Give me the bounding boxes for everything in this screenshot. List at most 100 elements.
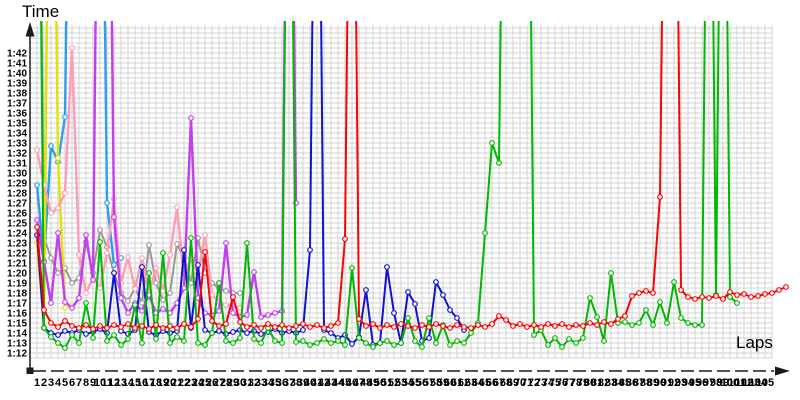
svg-text:85: 85 <box>619 377 631 389</box>
svg-text:73: 73 <box>535 377 547 389</box>
svg-text:99: 99 <box>717 377 729 389</box>
svg-text:48: 48 <box>360 377 372 389</box>
svg-text:74: 74 <box>542 377 555 389</box>
svg-text:1:27: 1:27 <box>7 199 27 210</box>
svg-text:53: 53 <box>395 377 407 389</box>
series-violet <box>34 21 299 320</box>
svg-text:54: 54 <box>402 377 415 389</box>
svg-text:1:20: 1:20 <box>7 269 27 280</box>
svg-text:77: 77 <box>563 377 575 389</box>
svg-text:76: 76 <box>556 377 568 389</box>
svg-text:4: 4 <box>55 377 62 389</box>
svg-text:1:25: 1:25 <box>7 219 27 230</box>
svg-text:55: 55 <box>409 377 421 389</box>
svg-text:46: 46 <box>346 377 358 389</box>
series-line-dark-blue <box>36 21 465 346</box>
series-line-violet <box>35 21 298 319</box>
svg-text:1:36: 1:36 <box>7 109 27 120</box>
svg-text:65: 65 <box>479 377 491 389</box>
x-axis-arrow-icon <box>775 366 790 376</box>
svg-text:67: 67 <box>493 377 505 389</box>
series-markers-green <box>41 140 740 351</box>
svg-text:35: 35 <box>269 377 281 389</box>
svg-text:37: 37 <box>283 377 295 389</box>
axis-origin-square <box>26 367 34 374</box>
svg-text:1:40: 1:40 <box>7 69 27 80</box>
svg-text:19: 19 <box>157 377 169 389</box>
svg-text:17: 17 <box>143 377 155 389</box>
grid <box>30 25 773 359</box>
svg-text:105: 105 <box>756 377 774 389</box>
svg-text:1:16: 1:16 <box>7 309 27 320</box>
svg-text:42: 42 <box>318 377 330 389</box>
svg-text:1:18: 1:18 <box>7 289 27 300</box>
svg-text:91: 91 <box>661 377 673 389</box>
svg-text:33: 33 <box>255 377 267 389</box>
svg-text:1:12: 1:12 <box>7 349 27 360</box>
series-line-pink <box>35 46 242 310</box>
svg-text:44: 44 <box>332 377 345 389</box>
svg-text:1:31: 1:31 <box>7 159 27 170</box>
svg-text:24: 24 <box>192 377 205 389</box>
svg-text:1:29: 1:29 <box>7 179 27 190</box>
svg-text:71: 71 <box>521 377 533 389</box>
svg-text:80: 80 <box>584 377 596 389</box>
svg-text:15: 15 <box>129 377 141 389</box>
svg-text:1:42: 1:42 <box>7 49 27 60</box>
svg-text:1:21: 1:21 <box>7 259 27 270</box>
svg-text:27: 27 <box>213 377 225 389</box>
svg-text:56: 56 <box>416 377 428 389</box>
svg-text:60: 60 <box>444 377 456 389</box>
svg-text:8: 8 <box>83 377 89 389</box>
svg-text:12: 12 <box>108 377 120 389</box>
series-dark-blue <box>34 21 467 348</box>
svg-text:36: 36 <box>276 377 288 389</box>
svg-text:1:14: 1:14 <box>7 329 27 340</box>
svg-text:1:23: 1:23 <box>7 239 27 250</box>
svg-text:98: 98 <box>710 377 722 389</box>
svg-text:1:39: 1:39 <box>7 79 27 90</box>
svg-text:96: 96 <box>696 377 708 389</box>
svg-text:1:26: 1:26 <box>7 209 27 220</box>
svg-text:20: 20 <box>164 377 176 389</box>
svg-text:47: 47 <box>353 377 365 389</box>
series-markers-red <box>34 194 789 332</box>
svg-text:1:41: 1:41 <box>7 59 27 70</box>
svg-text:25: 25 <box>199 377 211 389</box>
svg-text:13: 13 <box>115 377 127 389</box>
series-green <box>40 21 740 351</box>
svg-text:1:15: 1:15 <box>7 319 27 330</box>
x-tick-labels: 1 2 3 4 5 6 7 8 91011121314151617181920212223242… <box>34 377 774 389</box>
svg-text:95: 95 <box>689 377 701 389</box>
svg-text:26: 26 <box>206 377 218 389</box>
svg-text:101: 101 <box>728 377 746 389</box>
svg-text:1:17: 1:17 <box>7 299 27 310</box>
svg-text:40: 40 <box>304 377 316 389</box>
svg-text:68: 68 <box>500 377 512 389</box>
svg-text:104: 104 <box>749 377 768 389</box>
svg-text:70: 70 <box>514 377 526 389</box>
series-markers-violet <box>34 115 299 320</box>
svg-text:1:34: 1:34 <box>7 129 27 140</box>
svg-text:63: 63 <box>465 377 477 389</box>
svg-text:38: 38 <box>290 377 302 389</box>
svg-text:39: 39 <box>297 377 309 389</box>
svg-text:84: 84 <box>612 377 625 389</box>
svg-text:79: 79 <box>577 377 589 389</box>
svg-text:66: 66 <box>486 377 498 389</box>
svg-text:45: 45 <box>339 377 351 389</box>
svg-text:31: 31 <box>241 377 253 389</box>
y-axis-title: Time <box>22 2 60 21</box>
svg-text:14: 14 <box>122 377 135 389</box>
svg-text:41: 41 <box>311 377 323 389</box>
svg-text:7: 7 <box>76 377 82 389</box>
svg-text:29: 29 <box>227 377 239 389</box>
svg-text:3: 3 <box>48 377 54 389</box>
svg-text:1:32: 1:32 <box>7 149 27 160</box>
svg-text:1:37: 1:37 <box>7 99 27 110</box>
svg-text:34: 34 <box>262 377 275 389</box>
svg-text:1:19: 1:19 <box>7 279 27 290</box>
svg-text:97: 97 <box>703 377 715 389</box>
svg-text:21: 21 <box>171 377 183 389</box>
